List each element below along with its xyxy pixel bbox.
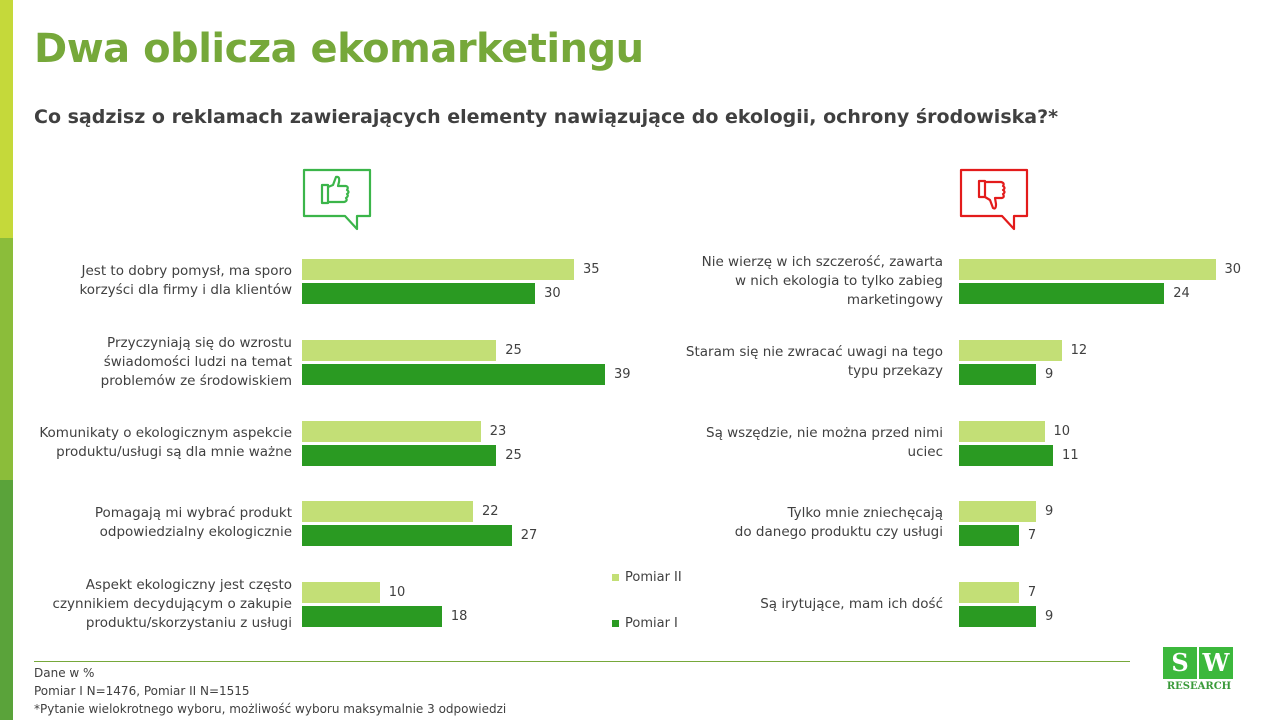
page-title: Dwa oblicza ekomarketingu — [34, 26, 644, 72]
data-label: 10 — [1053, 424, 1071, 439]
category-label: Jest to dobry pomysł, ma sporo korzyści d… — [79, 262, 292, 300]
data-label: 25 — [505, 343, 522, 358]
category-label-line: korzyści dla firmy i dla klientów — [79, 282, 292, 298]
category-label-line: Nie wierzę w ich szczerość, zawarta — [701, 253, 943, 270]
category-label: Tylko mnie zniechęcają do danego produktu… — [735, 504, 943, 542]
legend-label: Pomiar II — [625, 570, 682, 585]
accent-stripe-bottom — [0, 480, 13, 720]
data-label: 7 — [1027, 528, 1037, 543]
divider — [34, 661, 1130, 662]
bar-pomiar-1 — [302, 525, 512, 546]
data-label: 10 — [388, 585, 406, 600]
category-label: Są wszędzie, nie można przed nimi uciec — [706, 424, 943, 462]
data-label: 24 — [1173, 286, 1190, 301]
data-label: 7 — [1027, 585, 1037, 600]
data-label: 9 — [1044, 367, 1054, 382]
legend-label: Pomiar I — [625, 616, 678, 631]
category-label-line: Przyczyniają się do wzrostu — [107, 334, 292, 351]
thumbs-up-icon — [302, 168, 372, 231]
bar-pomiar-1 — [302, 606, 442, 627]
accent-stripe-middle — [0, 238, 13, 480]
legend-pomiar-2: Pomiar II — [612, 570, 682, 585]
bar-pomiar-2 — [302, 421, 481, 442]
note-footnote: *Pytanie wielokrotnego wyboru, możliwość… — [34, 702, 507, 716]
category-label: Komunikaty o ekologicznym aspekcie produk… — [39, 424, 292, 462]
category-label: Są irytujące, mam ich dość — [760, 595, 943, 614]
bar-pomiar-1 — [302, 445, 497, 466]
category-label-line: do danego produktu czy usługi — [734, 524, 943, 540]
data-label: 9 — [1044, 609, 1054, 624]
category-label: Aspekt ekologiczny jest często czynnikiem… — [53, 576, 292, 633]
accent-stripe-top — [0, 0, 13, 238]
category-label-line: Pomagają mi wybrać produkt — [94, 505, 292, 521]
data-label: 25 — [505, 448, 522, 463]
category-label-line: produktu/usługi są dla mnie ważne — [56, 444, 292, 460]
category-label-line: Jest to dobry pomysł, ma sporo — [81, 263, 293, 279]
legend-pomiar-1: Pomiar I — [612, 616, 678, 631]
bar-pomiar-2 — [959, 340, 1062, 361]
category-label: Przyczyniają się do wzrostu świadomości l… — [101, 334, 292, 391]
bar-pomiar-1 — [959, 283, 1165, 304]
category-label-line: typu przekazy — [847, 363, 943, 379]
bar-pomiar-2 — [959, 421, 1045, 442]
bar-pomiar-2 — [302, 340, 497, 361]
note-data-unit: Dane w % — [34, 666, 95, 680]
category-label: Staram się nie zwracać uwagi na tego typu… — [686, 343, 943, 381]
bar-pomiar-2 — [959, 501, 1036, 522]
bar-pomiar-2 — [302, 501, 473, 522]
category-label-line: Są irytujące, mam ich dość — [760, 595, 943, 612]
bar-pomiar-1 — [959, 364, 1036, 385]
category-label-line: problemów ze środowiskiem — [100, 372, 292, 389]
data-label: 9 — [1044, 504, 1054, 519]
category-label-line: świadomości ludzi na temat — [103, 353, 292, 370]
thumbs-down-icon — [959, 168, 1029, 231]
bar-pomiar-1 — [959, 445, 1054, 466]
category-label: Pomagają mi wybrać produkt odpowiedzialny… — [95, 504, 292, 542]
legend-swatch-pomiar-1 — [612, 620, 619, 627]
sw-research-logo: S W RESEARCH — [1163, 647, 1235, 692]
data-label: 30 — [544, 286, 561, 301]
category-label-line: Aspekt ekologiczny jest często — [85, 576, 292, 593]
category-label-line: Są wszędzie, nie można przed nimi — [706, 425, 943, 441]
data-label: 18 — [450, 609, 468, 624]
category-label-line: Tylko mnie zniechęcają — [787, 505, 943, 521]
bar-pomiar-2 — [302, 259, 574, 280]
category-label-line: w nich ekologia to tylko zabieg — [734, 272, 943, 289]
data-label: 39 — [614, 367, 631, 382]
bar-pomiar-2 — [302, 582, 380, 603]
category-label-line: marketingowy — [846, 291, 943, 308]
legend-swatch-pomiar-2 — [612, 574, 619, 581]
category-label-line: produktu/skorzystaniu z usługi — [85, 614, 292, 631]
data-label: 22 — [481, 504, 499, 519]
data-label: 12 — [1070, 343, 1088, 358]
note-sample: Pomiar I N=1476, Pomiar II N=1515 — [34, 684, 250, 698]
question: Co sądzisz o reklamach zawierających ele… — [34, 106, 1059, 128]
data-label: 11 — [1062, 448, 1079, 463]
bar-pomiar-1 — [959, 606, 1036, 627]
category-label-line: odpowiedzialny ekologicznie — [99, 524, 292, 540]
bar-pomiar-1 — [302, 283, 536, 304]
category-label-line: czynnikiem decydującym o zakupie — [52, 595, 292, 612]
bar-pomiar-2 — [959, 582, 1019, 603]
data-label: 35 — [582, 262, 600, 277]
data-label: 23 — [489, 424, 507, 439]
bar-pomiar-1 — [959, 525, 1019, 546]
category-label-line: uciec — [907, 444, 943, 460]
data-label: 27 — [520, 528, 538, 543]
bar-pomiar-1 — [302, 364, 606, 385]
category-label-line: Staram się nie zwracać uwagi na tego — [685, 344, 943, 360]
category-label-line: Komunikaty o ekologicznym aspekcie — [39, 425, 292, 441]
category-label: Nie wierzę w ich szczerość, zawarta w nic… — [702, 253, 943, 310]
bar-pomiar-2 — [959, 259, 1216, 280]
data-label: 30 — [1224, 262, 1242, 277]
